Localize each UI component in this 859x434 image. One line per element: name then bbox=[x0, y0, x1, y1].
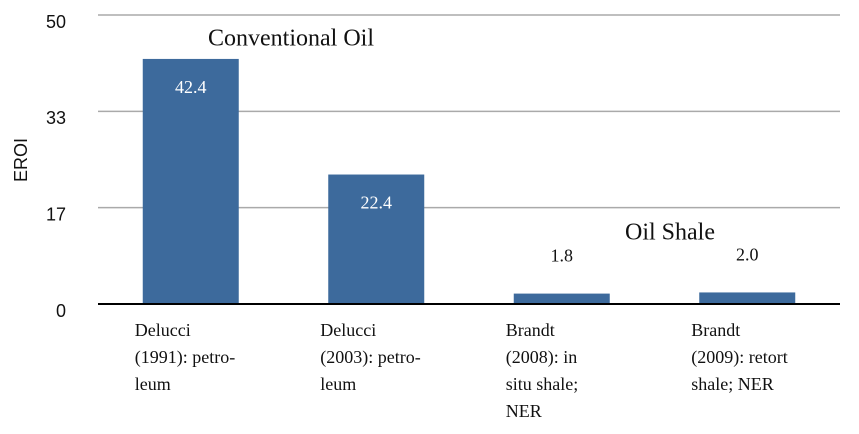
bar bbox=[513, 293, 610, 304]
y-tick-label: 33 bbox=[46, 108, 66, 128]
x-tick-label: NER bbox=[506, 401, 542, 421]
y-tick-label: 17 bbox=[46, 204, 66, 224]
value-label: 22.4 bbox=[361, 193, 393, 213]
x-tick-label: (2008): in bbox=[506, 347, 578, 368]
value-label: 1.8 bbox=[551, 246, 574, 266]
bar bbox=[699, 292, 796, 304]
y-axis-label: EROI bbox=[11, 138, 31, 182]
bar bbox=[142, 58, 239, 304]
x-tick-label: shale; NER bbox=[691, 374, 774, 394]
x-tick-label: (1991): petro- bbox=[135, 347, 235, 368]
x-tick-label: Delucci bbox=[135, 320, 191, 340]
x-tick-label: (2003): petro- bbox=[320, 347, 420, 368]
x-tick-label: Brandt bbox=[506, 320, 555, 340]
annotation: Conventional Oil bbox=[208, 26, 374, 52]
annotation: Oil Shale bbox=[625, 220, 715, 246]
x-tick-label: Brandt bbox=[691, 320, 740, 340]
x-tick-label: situ shale; bbox=[506, 374, 579, 394]
x-tick-label: leum bbox=[320, 374, 356, 394]
y-tick-label: 0 bbox=[56, 301, 66, 321]
bar bbox=[328, 174, 425, 304]
value-label: 42.4 bbox=[175, 77, 207, 97]
x-tick-label: (2009): retort bbox=[691, 347, 787, 368]
x-tick-label: leum bbox=[135, 374, 171, 394]
value-label: 2.0 bbox=[736, 245, 759, 265]
y-tick-label: 50 bbox=[46, 12, 66, 32]
x-tick-label: Delucci bbox=[320, 320, 376, 340]
